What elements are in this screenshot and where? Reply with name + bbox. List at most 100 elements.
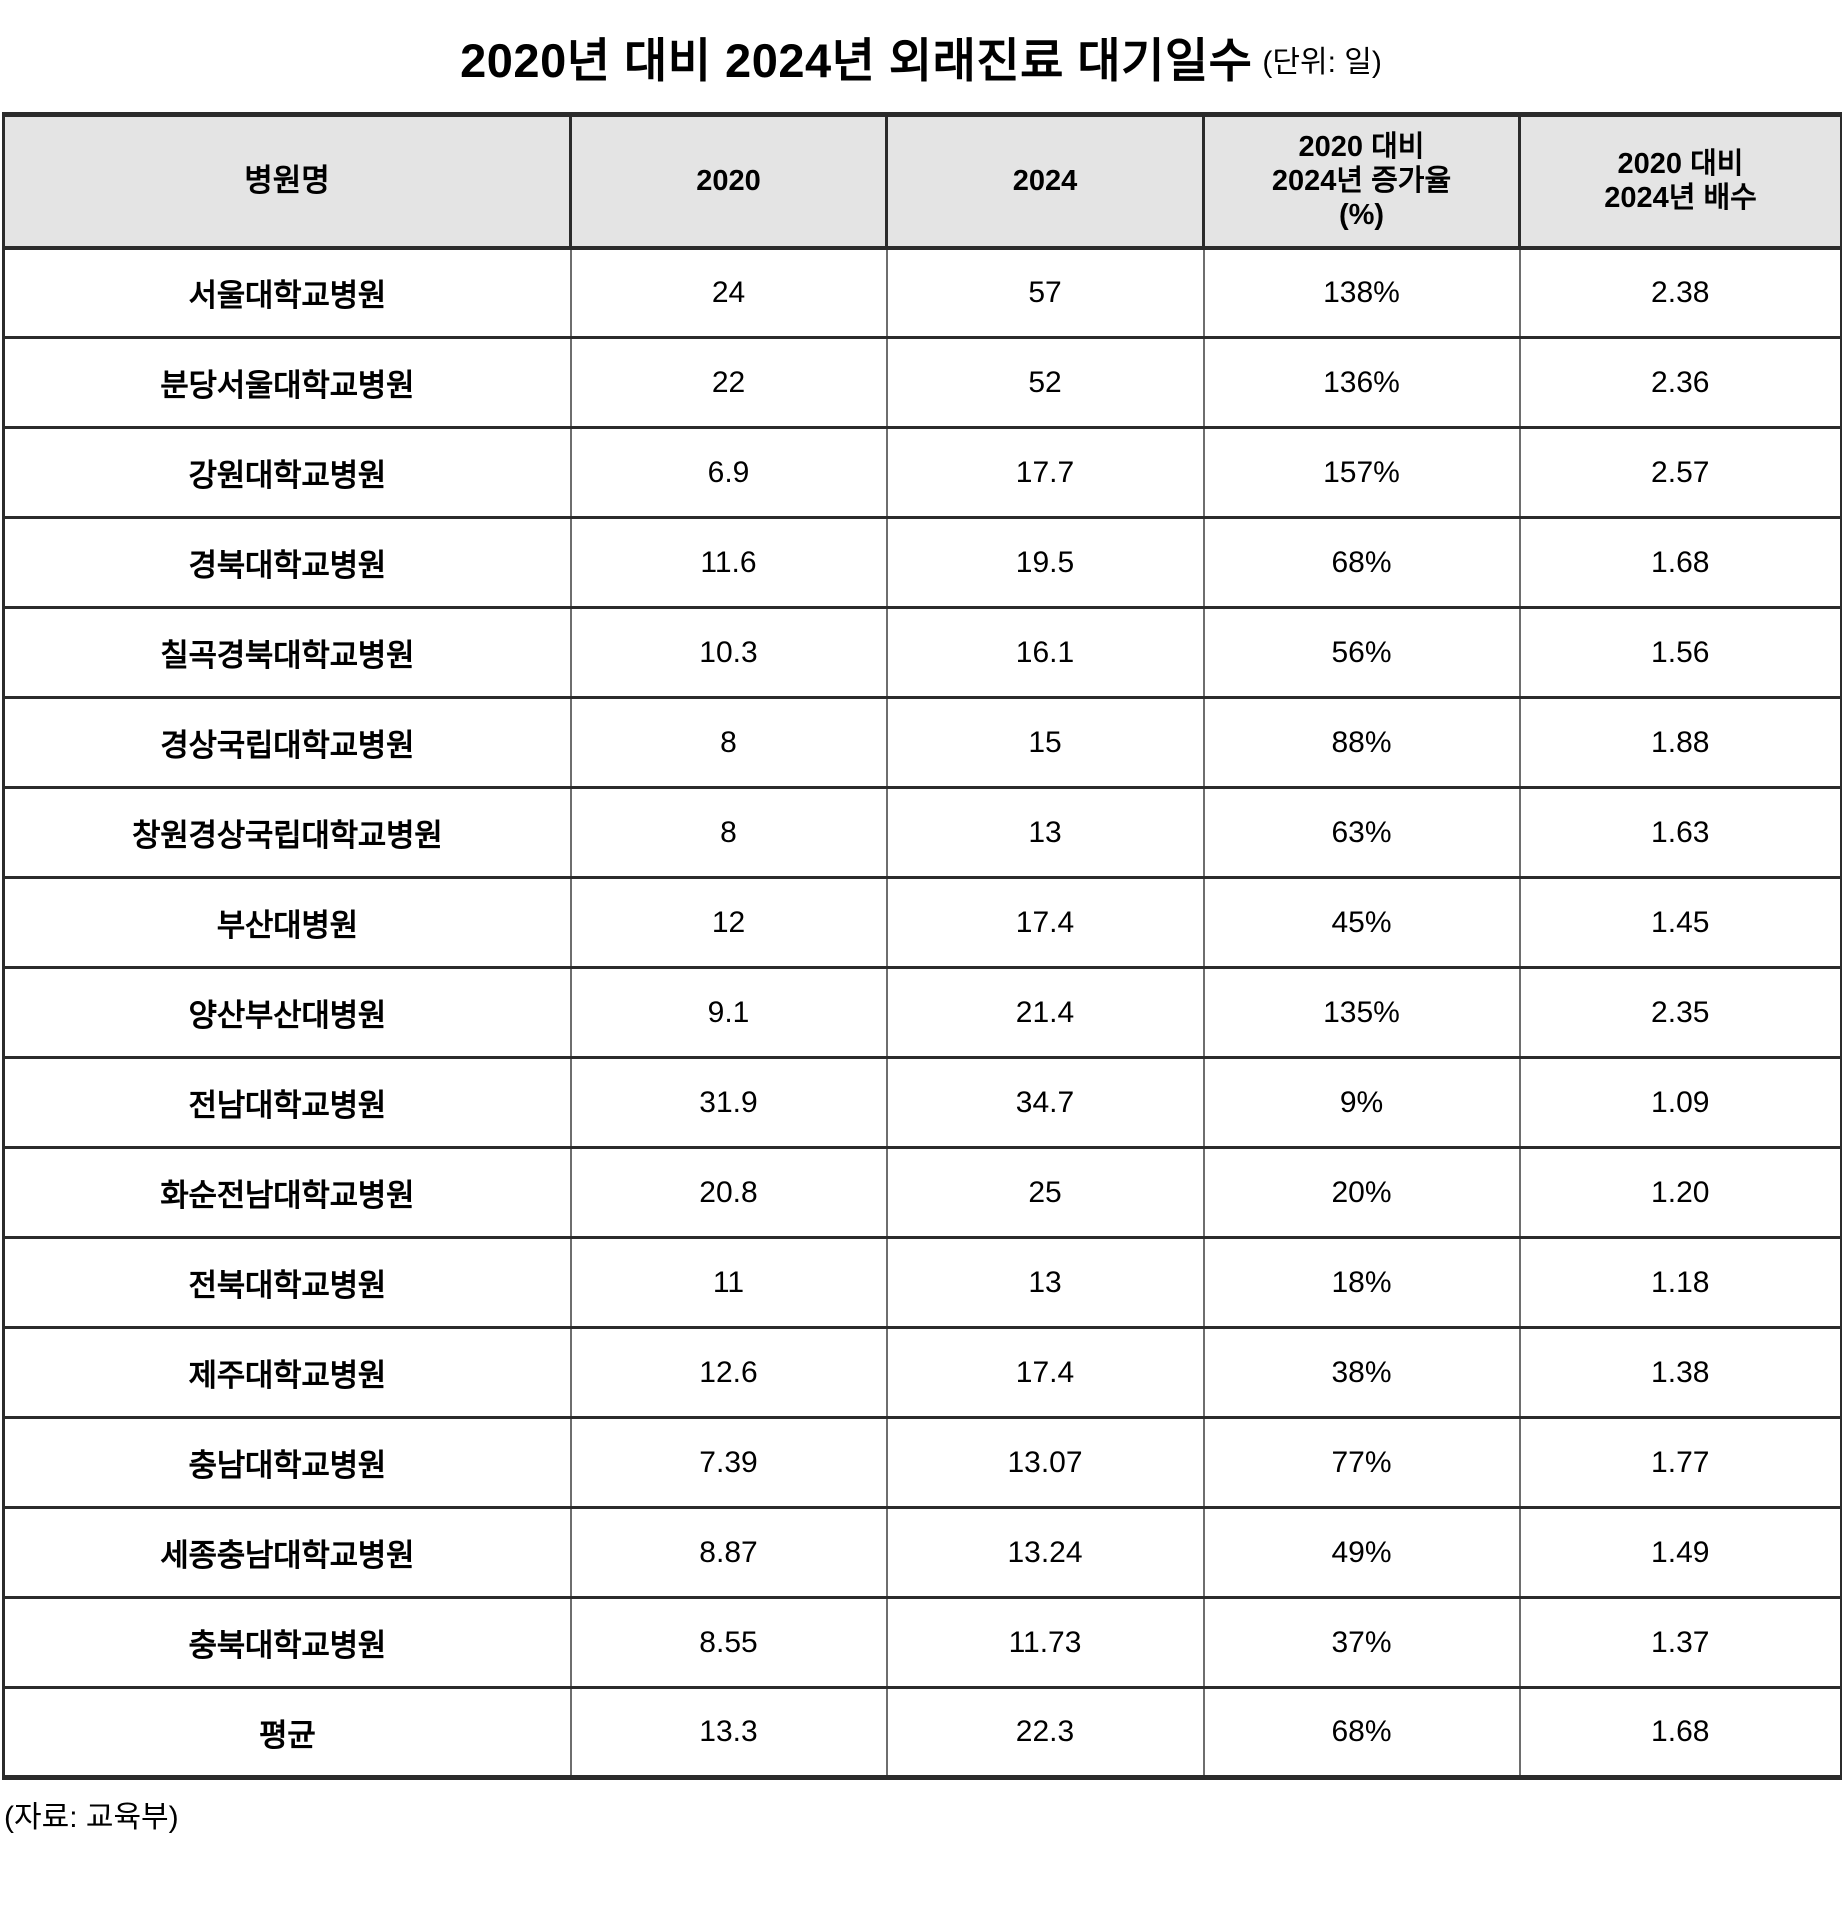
cell-2020: 20.8 bbox=[570, 1147, 888, 1239]
cell-2020: 22 bbox=[570, 337, 888, 429]
cell-growth-rate: 136% bbox=[1203, 337, 1521, 429]
cell-multiple: 1.49 bbox=[1519, 1507, 1842, 1599]
cell-2020: 11 bbox=[570, 1237, 888, 1329]
table-row: 전남대학교병원 31.9 34.7 9% 1.09 bbox=[3, 1057, 1842, 1149]
cell-hospital-name: 전북대학교병원 bbox=[3, 1237, 572, 1329]
cell-2024: 57 bbox=[886, 247, 1205, 339]
cell-growth-rate: 38% bbox=[1203, 1327, 1521, 1419]
cell-multiple: 2.57 bbox=[1519, 427, 1842, 519]
growth-rate-line-2: 2024년 증가율 bbox=[1271, 165, 1452, 198]
cell-2024: 13 bbox=[886, 787, 1205, 879]
cell-2020: 8.55 bbox=[570, 1597, 888, 1689]
cell-multiple: 1.20 bbox=[1519, 1147, 1842, 1239]
cell-2024: 11.73 bbox=[886, 1597, 1205, 1689]
cell-2024: 17.7 bbox=[886, 427, 1205, 519]
table-row: 화순전남대학교병원 20.8 25 20% 1.20 bbox=[3, 1147, 1842, 1239]
cell-2024: 52 bbox=[886, 337, 1205, 429]
cell-growth-rate: 68% bbox=[1203, 1687, 1521, 1778]
source-note: (자료: 교육부) bbox=[4, 1801, 179, 1834]
cell-hospital-name: 평균 bbox=[3, 1687, 572, 1778]
cell-2024: 22.3 bbox=[886, 1687, 1205, 1778]
cell-multiple: 1.56 bbox=[1519, 607, 1842, 699]
cell-2024: 25 bbox=[886, 1147, 1205, 1239]
cell-2024: 15 bbox=[886, 697, 1205, 789]
cell-growth-rate: 135% bbox=[1203, 967, 1521, 1059]
table-header: 병원명 2020 2024 2020 대비 2024년 증가율 (%) 2020… bbox=[3, 114, 1842, 250]
column-header-multiple: 2020 대비 2024년 배수 bbox=[1519, 114, 1842, 250]
table-row: 경상국립대학교병원 8 15 88% 1.88 bbox=[3, 697, 1842, 789]
cell-2020: 31.9 bbox=[570, 1057, 888, 1149]
column-header-growth-rate: 2020 대비 2024년 증가율 (%) bbox=[1203, 114, 1521, 250]
table-row: 창원경상국립대학교병원 8 13 63% 1.63 bbox=[3, 787, 1842, 879]
cell-multiple: 2.38 bbox=[1519, 247, 1842, 339]
table-row: 부산대병원 12 17.4 45% 1.45 bbox=[3, 877, 1842, 969]
cell-2020: 9.1 bbox=[570, 967, 888, 1059]
cell-hospital-name: 충북대학교병원 bbox=[3, 1597, 572, 1689]
cell-2020: 8 bbox=[570, 697, 888, 789]
table-row: 경북대학교병원 11.6 19.5 68% 1.68 bbox=[3, 517, 1842, 609]
page-title: 2020년 대비 2024년 외래진료 대기일수 (단위: 일) bbox=[0, 0, 1842, 112]
cell-multiple: 1.68 bbox=[1519, 1687, 1842, 1778]
cell-2024: 19.5 bbox=[886, 517, 1205, 609]
table-row: 제주대학교병원 12.6 17.4 38% 1.38 bbox=[3, 1327, 1842, 1419]
cell-2020: 8.87 bbox=[570, 1507, 888, 1599]
cell-hospital-name: 부산대병원 bbox=[3, 877, 572, 969]
column-header-2024: 2024 bbox=[886, 114, 1205, 250]
cell-2024: 17.4 bbox=[886, 877, 1205, 969]
cell-growth-rate: 56% bbox=[1203, 607, 1521, 699]
cell-2024: 21.4 bbox=[886, 967, 1205, 1059]
cell-hospital-name: 분당서울대학교병원 bbox=[3, 337, 572, 429]
cell-growth-rate: 9% bbox=[1203, 1057, 1521, 1149]
cell-2020: 24 bbox=[570, 247, 888, 339]
cell-2020: 10.3 bbox=[570, 607, 888, 699]
cell-growth-rate: 88% bbox=[1203, 697, 1521, 789]
cell-hospital-name: 서울대학교병원 bbox=[3, 247, 572, 339]
cell-2020: 6.9 bbox=[570, 427, 888, 519]
cell-2024: 16.1 bbox=[886, 607, 1205, 699]
cell-growth-rate: 63% bbox=[1203, 787, 1521, 879]
cell-growth-rate: 138% bbox=[1203, 247, 1521, 339]
cell-2020: 13.3 bbox=[570, 1687, 888, 1778]
cell-multiple: 1.37 bbox=[1519, 1597, 1842, 1689]
page-title-unit: (단위: 일) bbox=[1262, 46, 1382, 79]
page-title-text: 2020년 대비 2024년 외래진료 대기일수 bbox=[460, 33, 1253, 87]
cell-multiple: 1.77 bbox=[1519, 1417, 1842, 1509]
multiple-line-1: 2020 대비 bbox=[1617, 148, 1744, 181]
cell-growth-rate: 68% bbox=[1203, 517, 1521, 609]
cell-growth-rate: 37% bbox=[1203, 1597, 1521, 1689]
cell-2020: 12.6 bbox=[570, 1327, 888, 1419]
column-header-2020: 2020 bbox=[570, 114, 888, 250]
table-row: 서울대학교병원 24 57 138% 2.38 bbox=[3, 247, 1842, 339]
table-row: 분당서울대학교병원 22 52 136% 2.36 bbox=[3, 337, 1842, 429]
waiting-days-table: 병원명 2020 2024 2020 대비 2024년 증가율 (%) 2020… bbox=[2, 112, 1842, 1780]
cell-hospital-name: 세종충남대학교병원 bbox=[3, 1507, 572, 1599]
cell-2024: 17.4 bbox=[886, 1327, 1205, 1419]
cell-2024: 34.7 bbox=[886, 1057, 1205, 1149]
cell-hospital-name: 경북대학교병원 bbox=[3, 517, 572, 609]
cell-growth-rate: 20% bbox=[1203, 1147, 1521, 1239]
cell-hospital-name: 양산부산대병원 bbox=[3, 967, 572, 1059]
table-row: 평균 13.3 22.3 68% 1.68 bbox=[3, 1687, 1842, 1778]
cell-2020: 7.39 bbox=[570, 1417, 888, 1509]
table-header-row: 병원명 2020 2024 2020 대비 2024년 증가율 (%) 2020… bbox=[3, 114, 1842, 250]
cell-hospital-name: 경상국립대학교병원 bbox=[3, 697, 572, 789]
table-body: 서울대학교병원 24 57 138% 2.38 분당서울대학교병원 22 52 136% 2.36… bbox=[3, 247, 1842, 1778]
cell-2024: 13 bbox=[886, 1237, 1205, 1329]
cell-growth-rate: 157% bbox=[1203, 427, 1521, 519]
table-row: 충남대학교병원 7.39 13.07 77% 1.77 bbox=[3, 1417, 1842, 1509]
cell-multiple: 2.36 bbox=[1519, 337, 1842, 429]
cell-hospital-name: 강원대학교병원 bbox=[3, 427, 572, 519]
table-row: 강원대학교병원 6.9 17.7 157% 2.57 bbox=[3, 427, 1842, 519]
cell-growth-rate: 45% bbox=[1203, 877, 1521, 969]
cell-growth-rate: 18% bbox=[1203, 1237, 1521, 1329]
cell-hospital-name: 제주대학교병원 bbox=[3, 1327, 572, 1419]
cell-multiple: 2.35 bbox=[1519, 967, 1842, 1059]
cell-hospital-name: 창원경상국립대학교병원 bbox=[3, 787, 572, 879]
cell-hospital-name: 화순전남대학교병원 bbox=[3, 1147, 572, 1239]
cell-2024: 13.07 bbox=[886, 1417, 1205, 1509]
cell-multiple: 1.88 bbox=[1519, 697, 1842, 789]
column-header-hospital: 병원명 bbox=[3, 114, 572, 250]
table-row: 양산부산대병원 9.1 21.4 135% 2.35 bbox=[3, 967, 1842, 1059]
growth-rate-line-1: 2020 대비 bbox=[1298, 130, 1425, 163]
cell-growth-rate: 49% bbox=[1203, 1507, 1521, 1599]
